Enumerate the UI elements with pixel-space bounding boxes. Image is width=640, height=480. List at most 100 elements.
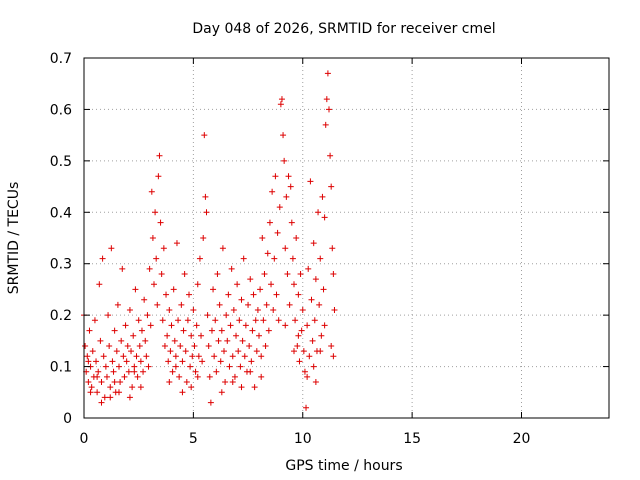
y-tick-label: 0.6 <box>50 102 72 118</box>
data-point <box>324 70 331 77</box>
data-point <box>299 307 306 313</box>
data-point <box>159 317 166 324</box>
data-point <box>312 276 319 283</box>
data-point <box>176 373 183 380</box>
data-point <box>229 379 236 385</box>
data-point <box>119 265 126 272</box>
data-point <box>148 188 155 195</box>
data-point <box>200 235 207 241</box>
data-point <box>275 317 282 324</box>
data-point <box>258 353 265 360</box>
data-point <box>328 183 335 190</box>
data-point <box>289 255 296 262</box>
data-point <box>205 343 212 349</box>
data-point <box>99 255 106 262</box>
plot-frame <box>83 57 610 419</box>
data-point <box>321 322 328 329</box>
data-point <box>217 358 224 365</box>
data-point <box>294 343 301 349</box>
data-point <box>249 327 256 334</box>
grid <box>84 58 609 418</box>
data-point <box>301 368 308 375</box>
data-point <box>190 307 197 313</box>
data-point <box>297 271 304 277</box>
data-point <box>170 286 177 293</box>
data-point <box>315 209 322 216</box>
data-point <box>203 209 210 216</box>
data-point <box>120 353 127 360</box>
data-point <box>131 368 138 375</box>
data-point <box>282 322 289 329</box>
data-point <box>225 291 232 298</box>
data-point <box>317 348 324 355</box>
data-point <box>304 322 311 329</box>
data-point <box>223 312 230 319</box>
data-point <box>258 373 265 380</box>
data-point <box>282 245 289 252</box>
data-point <box>116 363 122 370</box>
data-point <box>312 379 319 385</box>
data-point <box>227 322 234 329</box>
data-point <box>94 389 101 396</box>
data-point <box>238 384 245 391</box>
data-point <box>196 255 203 262</box>
data-point <box>111 379 118 385</box>
data-point <box>276 204 283 211</box>
data-point <box>234 281 241 288</box>
data-point <box>262 343 269 349</box>
data-point <box>95 368 102 375</box>
data-point <box>161 343 168 349</box>
data-point <box>178 301 185 308</box>
data-point <box>137 384 144 391</box>
y-tick-labels: 0 0.1 0.2 0.3 0.4 0.5 0.6 0.7 <box>50 51 72 427</box>
data-point <box>284 271 291 277</box>
data-point <box>194 281 201 288</box>
data-point <box>134 373 141 380</box>
data-point <box>181 271 188 277</box>
data-point <box>154 301 161 308</box>
data-point <box>328 343 335 349</box>
x-tick-label: 5 <box>189 431 198 447</box>
data-point <box>224 337 231 344</box>
data-point <box>168 322 175 329</box>
data-point <box>131 363 138 370</box>
data-point <box>160 245 167 252</box>
data-point <box>311 317 318 324</box>
data-point <box>327 152 334 159</box>
data-point <box>93 358 100 365</box>
data-point <box>166 379 173 385</box>
data-point <box>281 157 288 164</box>
x-tick-label: 0 <box>80 431 89 447</box>
data-point <box>261 271 268 277</box>
data-point <box>152 209 159 216</box>
data-point <box>285 173 292 180</box>
data-point <box>194 373 201 380</box>
data-point <box>145 363 152 370</box>
data-point <box>125 368 132 375</box>
data-point <box>296 358 303 365</box>
data-point <box>264 250 271 257</box>
data-point <box>116 389 122 396</box>
data-point <box>91 317 98 324</box>
data-point <box>247 276 254 283</box>
data-point <box>268 281 275 288</box>
data-point <box>117 379 124 385</box>
data-point <box>256 332 262 339</box>
data-point <box>110 368 117 375</box>
data-point <box>109 358 116 365</box>
data-point <box>252 317 259 324</box>
data-point <box>228 265 235 272</box>
data-point <box>111 327 118 334</box>
data-point <box>107 394 114 401</box>
data-point <box>86 327 93 334</box>
data-point <box>89 348 96 355</box>
y-tick-label: 0.1 <box>50 360 72 376</box>
data-point <box>126 394 133 401</box>
data-point <box>266 219 273 226</box>
data-point <box>84 353 91 360</box>
data-point <box>129 384 136 391</box>
data-point <box>137 358 144 365</box>
data-point <box>319 193 326 200</box>
data-point <box>250 291 257 298</box>
data-point <box>183 379 190 385</box>
